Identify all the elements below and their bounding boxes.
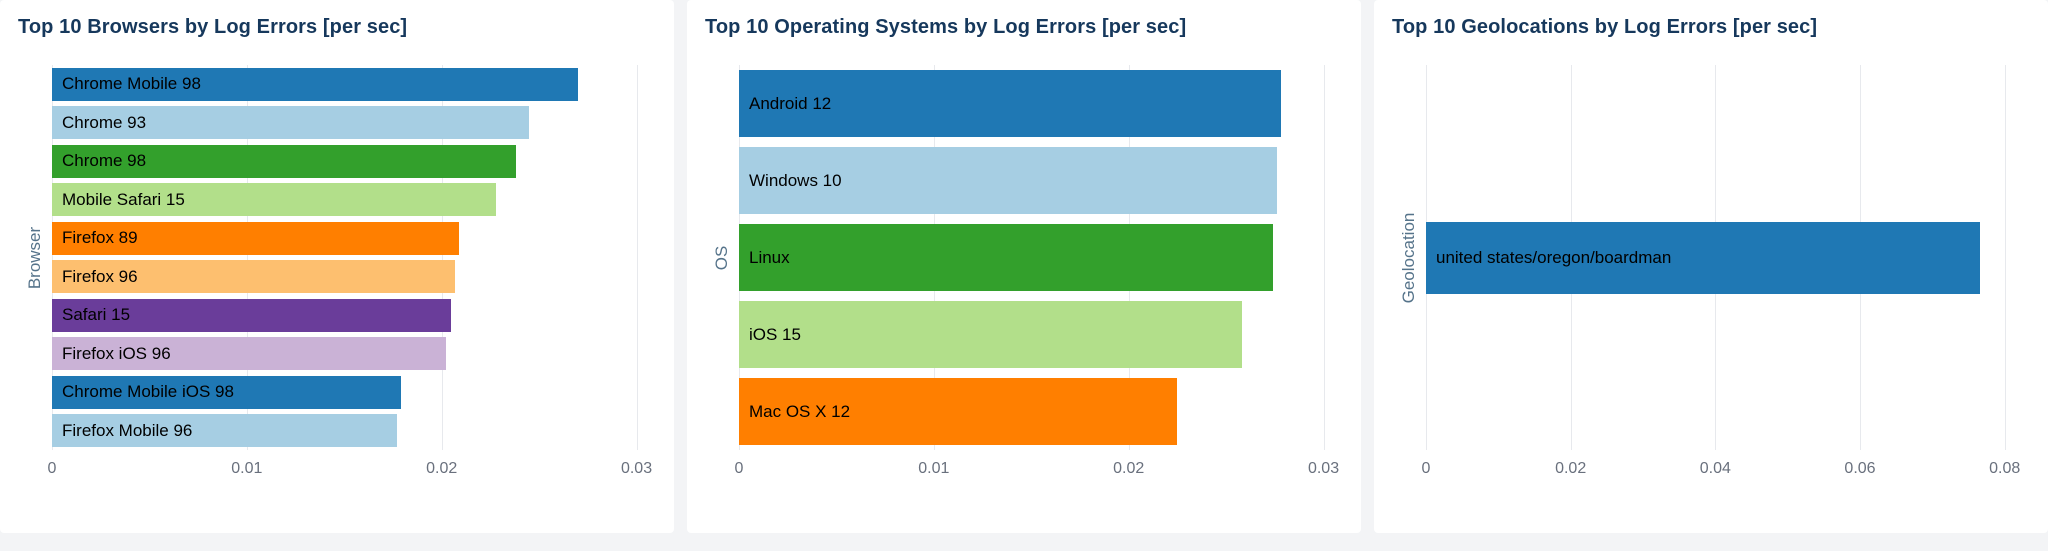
x-tick-label: 0.03 <box>1307 460 1340 477</box>
bar-row: Firefox Mobile 96 <box>52 412 656 451</box>
y-axis-title: Browser <box>25 226 44 289</box>
gridline <box>246 65 248 450</box>
chart-browsers: Browser Chrome Mobile 98 Chrome 93 Chrome … <box>18 65 656 482</box>
bars-group: Android 12 Windows 10 Linux iOS 15 Mac OS X … <box>739 65 1343 450</box>
x-tick-label: 0.08 <box>1989 460 2021 477</box>
dashboard: Top 10 Browsers by Log Errors [per sec] … <box>0 0 2048 533</box>
bars-group: united states/oregon/boardman <box>1426 65 2030 450</box>
y-axis-title-container: Browser <box>18 65 52 450</box>
bar-chrome-mobile-ios-98[interactable]: Chrome Mobile iOS 98 <box>52 375 401 409</box>
bar-label: Firefox iOS 96 <box>62 343 171 363</box>
bar-label: Linux <box>749 247 790 267</box>
chart-geolocations: Geolocation united states/oregon/boardma… <box>1392 65 2030 482</box>
x-axis-operating-systems: 0 0.01 0.02 0.03 <box>735 450 1343 482</box>
plot-area-geolocations: united states/oregon/boardman <box>1426 65 2030 450</box>
y-axis-title-container: Geolocation <box>1392 65 1426 450</box>
gridline <box>1323 65 1325 450</box>
x-tick-label: 0.06 <box>1844 460 1876 477</box>
panel-browsers: Top 10 Browsers by Log Errors [per sec] … <box>0 0 674 533</box>
bar-row: Chrome Mobile iOS 98 <box>52 373 656 412</box>
bar-label: Firefox 89 <box>62 228 138 248</box>
bar-row: Chrome 93 <box>52 104 656 143</box>
x-tick-label: 0.01 <box>918 460 950 477</box>
bar-label: Firefox 96 <box>62 266 138 286</box>
bar-safari-15[interactable]: Safari 15 <box>52 298 452 332</box>
bar-label: Safari 15 <box>62 305 131 325</box>
bar-label: Chrome Mobile iOS 98 <box>62 382 234 402</box>
panel-geolocations: Top 10 Geolocations by Log Errors [per s… <box>1374 0 2048 533</box>
gridline <box>441 65 443 450</box>
y-axis-title-container: OS <box>705 65 739 450</box>
bar-label: Mac OS X 12 <box>749 401 851 421</box>
bar-row: Firefox 89 <box>52 219 656 258</box>
x-axis-geolocations: 0 0.02 0.04 0.06 0.08 <box>1422 450 2030 482</box>
bar-chrome-98[interactable]: Chrome 98 <box>52 144 516 178</box>
panel-title-geolocations: Top 10 Geolocations by Log Errors [per s… <box>1392 16 1818 38</box>
bar-label: Chrome 93 <box>62 112 147 132</box>
x-tick-label: 0.02 <box>1555 460 1587 477</box>
bar-row: Firefox 96 <box>52 258 656 297</box>
bar-row: Safari 15 <box>52 296 656 335</box>
bar-chrome-93[interactable]: Chrome 93 <box>52 106 530 140</box>
bar-ios-15[interactable]: iOS 15 <box>739 301 1242 368</box>
bar-row: Chrome Mobile 98 <box>52 65 656 104</box>
x-tick-label: 0 <box>47 460 57 477</box>
bar-label: Firefox Mobile 96 <box>62 420 193 440</box>
y-axis-title: Geolocation <box>1399 212 1418 303</box>
bar-united-states-oregon-boardman[interactable]: united states/oregon/boardman <box>1426 221 1981 294</box>
gridline <box>636 65 638 450</box>
bar-row: iOS 15 <box>739 296 1343 373</box>
x-tick-label: 0 <box>734 460 744 477</box>
x-tick-label: 0.02 <box>426 460 458 477</box>
bar-row: Firefox iOS 96 <box>52 335 656 374</box>
bar-row: Android 12 <box>739 65 1343 142</box>
plot-column: Android 12 Windows 10 Linux iOS 15 Mac OS X … <box>735 65 1343 482</box>
bar-android-12[interactable]: Android 12 <box>739 70 1281 137</box>
gridline <box>2004 65 2006 450</box>
bar-row: Chrome 98 <box>52 142 656 181</box>
bars-group: Chrome Mobile 98 Chrome 93 Chrome 98 Mobile… <box>52 65 656 450</box>
bar-row: Mobile Safari 15 <box>52 181 656 220</box>
x-tick-label: 0.03 <box>620 460 653 477</box>
x-tick-label: 0.02 <box>1113 460 1145 477</box>
panel-title-operating-systems: Top 10 Operating Systems by Log Errors [… <box>705 16 1187 38</box>
panel-title-browsers: Top 10 Browsers by Log Errors [per sec] <box>18 16 408 38</box>
bar-label: Chrome Mobile 98 <box>62 74 201 94</box>
plot-area-operating-systems: Android 12 Windows 10 Linux iOS 15 Mac OS X … <box>739 65 1343 450</box>
bar-windows-10[interactable]: Windows 10 <box>739 147 1277 214</box>
bar-label: Mobile Safari 15 <box>62 189 185 209</box>
x-tick-label: 0.01 <box>231 460 263 477</box>
bar-firefox-96[interactable]: Firefox 96 <box>52 260 456 294</box>
bar-label: iOS 15 <box>749 324 801 344</box>
plot-column: Chrome Mobile 98 Chrome 93 Chrome 98 Mobile… <box>48 65 656 482</box>
plot-area-browsers: Chrome Mobile 98 Chrome 93 Chrome 98 Mobile… <box>52 65 656 450</box>
bar-firefox-ios-96[interactable]: Firefox iOS 96 <box>52 337 446 371</box>
bar-label: Windows 10 <box>749 170 842 190</box>
bar-label: Android 12 <box>749 93 832 113</box>
bar-firefox-89[interactable]: Firefox 89 <box>52 221 460 255</box>
bar-linux[interactable]: Linux <box>739 224 1273 291</box>
x-tick-label: 0 <box>1421 460 1431 477</box>
bar-row: Linux <box>739 219 1343 296</box>
bar-row: Windows 10 <box>739 142 1343 219</box>
plot-column: united states/oregon/boardman 0 0.02 0.04 0… <box>1422 65 2030 482</box>
x-axis-browsers: 0 0.01 0.02 0.03 <box>48 450 656 482</box>
bar-firefox-mobile-96[interactable]: Firefox Mobile 96 <box>52 414 397 448</box>
bar-row: Mac OS X 12 <box>739 373 1343 450</box>
bar-mobile-safari-15[interactable]: Mobile Safari 15 <box>52 183 497 217</box>
x-tick-label: 0.04 <box>1699 460 1731 477</box>
y-axis-title: OS <box>712 245 731 270</box>
bar-label: Chrome 98 <box>62 151 147 171</box>
bar-label: united states/oregon/boardman <box>1436 247 1672 267</box>
chart-operating-systems: OS Android 12 Windows 10 Linux iOS 15 Mac OS… <box>705 65 1343 482</box>
panel-operating-systems: Top 10 Operating Systems by Log Errors [… <box>687 0 1361 533</box>
bar-chrome-mobile-98[interactable]: Chrome Mobile 98 <box>52 67 579 101</box>
bar-row: united states/oregon/boardman <box>1426 65 2030 450</box>
bar-mac-os-x-12[interactable]: Mac OS X 12 <box>739 378 1178 445</box>
gridline <box>52 65 53 450</box>
